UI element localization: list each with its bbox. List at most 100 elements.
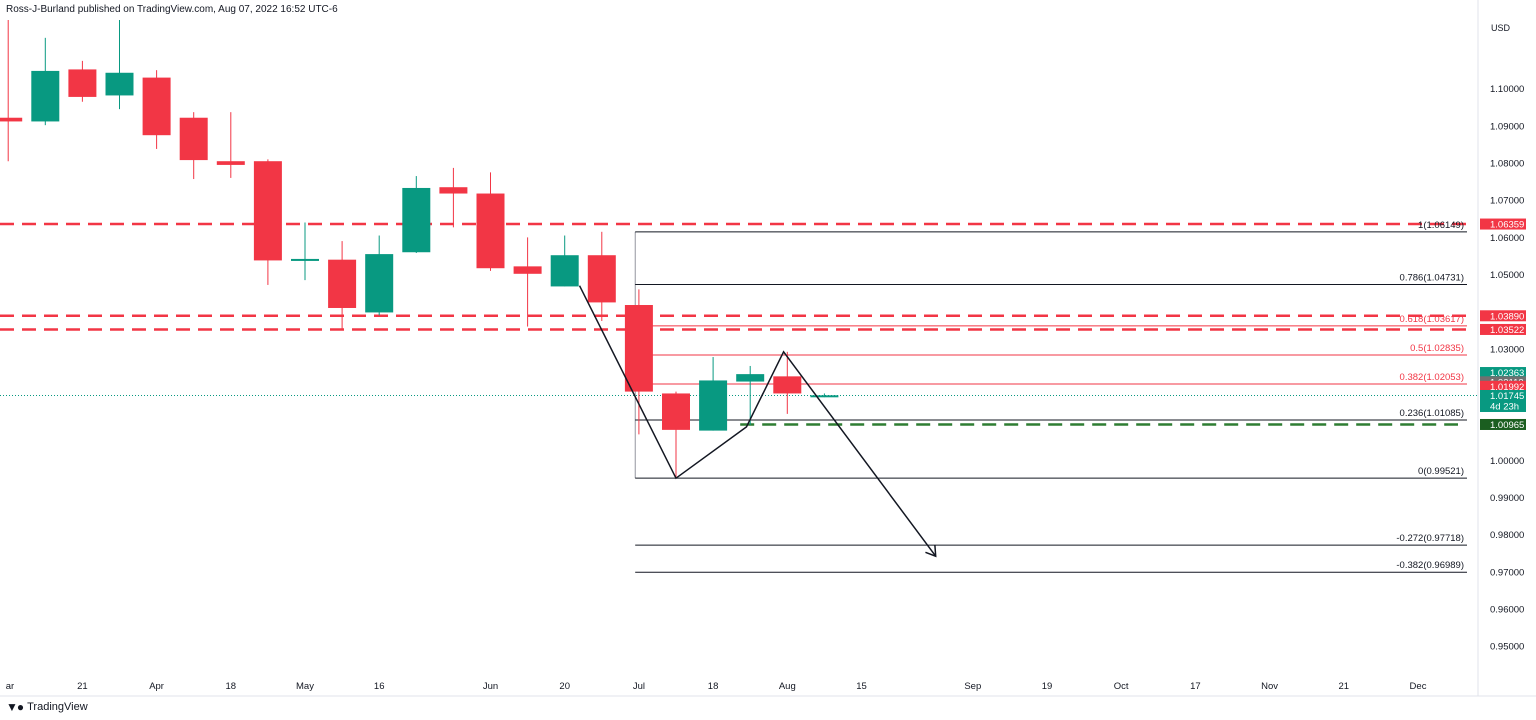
price-axis[interactable]: USD 0.95000 0.96000 0.97000 0.98000 0.99000 1.…: [1490, 23, 1524, 653]
candle-body-10: [365, 254, 394, 313]
brand-name: TradingView: [27, 701, 88, 713]
candle-body-3: [105, 72, 134, 96]
price-badge-bg-0: [1480, 218, 1526, 230]
price-badge-label-3: 1.02363: [1490, 368, 1524, 379]
candle-21: [773, 351, 802, 414]
candle-0: [0, 20, 23, 162]
candle-body-7: [253, 161, 282, 261]
price-badge-bg-2: [1480, 323, 1526, 335]
candle-body-9: [328, 259, 357, 308]
x-tick-label-4: May: [296, 681, 314, 692]
candle-3: [105, 20, 134, 110]
candles-group: [0, 20, 839, 479]
candle-15: [550, 235, 579, 287]
y-tick-label-10: 1.08000: [1490, 159, 1524, 170]
candle-5: [179, 112, 208, 180]
pattern-drawing-group[interactable]: [578, 285, 937, 558]
candle-11: [402, 176, 431, 253]
x-tick-label-11: 15: [856, 681, 867, 692]
price-badge-bg-6: [1480, 389, 1526, 412]
candle-body-20: [736, 374, 765, 382]
candle-22: [810, 393, 839, 398]
x-tick-label-8: Jul: [633, 681, 645, 692]
y-tick-label-7: 1.05000: [1490, 270, 1524, 281]
fib-level-label-4: 0.382(1.02053): [1400, 372, 1464, 383]
x-tick-label-9: 18: [708, 681, 719, 692]
candle-14: [513, 237, 542, 327]
x-tick-label-16: Nov: [1261, 681, 1278, 692]
candle-body-22: [810, 395, 839, 398]
y-tick-label-3: 0.98000: [1490, 530, 1524, 541]
candle-1: [31, 37, 60, 126]
price-badge-label-7: 1.00965: [1490, 420, 1524, 431]
candle-body-5: [179, 117, 208, 161]
price-badge-label-0: 1.06359: [1490, 220, 1524, 231]
candle-body-8: [291, 258, 319, 261]
dashed-levels-group: [0, 222, 1478, 426]
price-axis-line-group: [0, 0, 1536, 697]
x-tick-label-10: Aug: [779, 681, 796, 692]
x-tick-label-2: Apr: [149, 681, 164, 692]
candle-17: [624, 289, 653, 435]
candle-body-13: [476, 193, 505, 269]
price-badge-label-6: 1.01745: [1490, 391, 1524, 402]
fib-level-label-2: 0.618(1.03617): [1400, 314, 1464, 325]
y-tick-label-2: 0.97000: [1490, 567, 1524, 578]
x-tick-label-13: 19: [1042, 681, 1053, 692]
candle-body-14: [513, 266, 542, 274]
candle-10: [365, 235, 394, 316]
x-tick-label-3: 18: [226, 681, 237, 692]
candle-9: [328, 241, 357, 331]
fib-retracement-group[interactable]: 1(1.06149) 0.786(1.04731) 0.618(1.03617) 0.…: [634, 220, 1467, 573]
x-tick-label-18: Dec: [1410, 681, 1427, 692]
price-badge-1: 1.03890: [1480, 310, 1526, 322]
candle-body-19: [699, 380, 728, 431]
candle-6: [216, 112, 245, 178]
x-tick-label-1: 21: [77, 681, 88, 692]
publisher-header: Ross-J-Burland published on TradingView.…: [6, 4, 338, 15]
price-badge-bg-5: [1480, 380, 1526, 392]
currency-label: USD: [1491, 23, 1511, 33]
fib-level-label-6: 0(0.99521): [1418, 466, 1464, 477]
candle-body-0: [0, 117, 23, 122]
fib-level-label-3: 0.5(1.02835): [1410, 343, 1464, 354]
y-tick-label-6: 1.03000: [1490, 344, 1524, 355]
x-tick-label-17: 21: [1339, 681, 1350, 692]
price-badges-group: 1.063591.038901.035221.023631.021131.019…: [1480, 218, 1526, 431]
price-badge-7: 1.00965: [1480, 418, 1526, 431]
candle-body-21: [773, 376, 802, 394]
price-badge-bg-1: [1480, 310, 1526, 322]
candle-20: [736, 365, 765, 426]
y-tick-label-8: 1.06000: [1490, 233, 1524, 244]
candle-body-4: [142, 77, 171, 136]
candle-16: [587, 231, 616, 321]
candle-body-1: [31, 70, 60, 122]
fib-level-label-7: -0.272(0.97718): [1396, 533, 1464, 544]
fib-level-label-1: 0.786(1.04731): [1400, 273, 1464, 284]
candle-body-6: [216, 161, 245, 165]
candle-13: [476, 172, 505, 271]
candle-2: [68, 60, 97, 102]
time-axis[interactable]: ar 21 Apr 18 May 16 Jun 20 Jul 18 Aug 15 Sep 19 Oct 17 N…: [6, 681, 1427, 692]
footer-branding: ▼● TradingView: [6, 700, 88, 714]
price-badge-5: 1.01992: [1480, 380, 1526, 393]
projection-path[interactable]: [578, 285, 937, 557]
x-tick-label-12: Sep: [964, 681, 981, 692]
price-badge-2: 1.03522: [1480, 323, 1526, 336]
x-tick-label-15: 17: [1190, 681, 1201, 692]
x-tick-label-6: Jun: [483, 681, 498, 692]
candle-body-2: [68, 69, 97, 97]
candle-body-16: [587, 255, 616, 303]
x-tick-label-14: Oct: [1114, 681, 1129, 692]
candle-12: [439, 167, 468, 228]
y-tick-label-0: 0.95000: [1490, 642, 1524, 653]
price-badge-label-5: 1.01992: [1490, 382, 1524, 393]
y-tick-label-5: 1.00000: [1490, 456, 1524, 467]
y-tick-label-4: 0.99000: [1490, 493, 1524, 504]
x-tick-label-0: ar: [6, 681, 14, 692]
projection-arrowhead: [925, 545, 937, 558]
price-badge-label-1: 1.03890: [1490, 311, 1524, 322]
candle-19: [699, 357, 728, 431]
